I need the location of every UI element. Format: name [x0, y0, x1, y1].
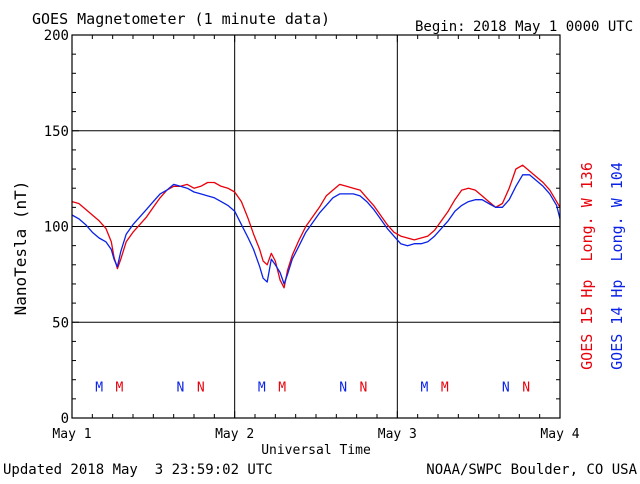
x-tick-label: May 3 [378, 427, 417, 442]
noon-marker: N [502, 380, 510, 395]
noon-marker: N [177, 380, 185, 395]
updated-timestamp: Updated 2018 May 3 23:59:02 UTC [3, 462, 273, 478]
begin-value: 2018 May 1 0000 UTC [473, 19, 633, 35]
midnight-marker: M [116, 380, 124, 395]
midnight-marker: M [95, 380, 103, 395]
y-tick-label: 100 [44, 220, 69, 236]
midnight-marker: M [421, 380, 429, 395]
midnight-marker: M [278, 380, 286, 395]
noon-marker: N [197, 380, 205, 395]
noon-marker: N [339, 380, 347, 395]
x-tick-label: May 1 [52, 427, 91, 442]
midnight-marker: M [441, 380, 449, 395]
x-tick-label: May 2 [215, 427, 254, 442]
x-tick-label: May 4 [540, 427, 579, 442]
series-line-goes15 [71, 164, 561, 289]
noon-marker: N [522, 380, 530, 395]
credit-text: NOAA/SWPC Boulder, CO USA [426, 462, 637, 478]
y-axis-label: NanoTesla (nT) [11, 181, 30, 316]
y-tick-label: 200 [44, 28, 69, 44]
legend-goes14: GOES 14 Hp Long. W 104 [608, 162, 626, 370]
y-tick-label: 50 [52, 315, 69, 331]
y-tick-label: 0 [61, 411, 69, 427]
plot-frame [71, 34, 561, 419]
x-axis-label: Universal Time [261, 443, 371, 458]
begin-label: Begin: [415, 19, 466, 35]
midnight-marker: M [258, 380, 266, 395]
legend-goes15: GOES 15 Hp Long. W 136 [578, 162, 596, 370]
y-tick-label: 150 [44, 124, 69, 140]
noon-marker: N [360, 380, 368, 395]
chart-title: GOES Magnetometer (1 minute data) [32, 10, 330, 28]
series-line-goes14 [71, 174, 561, 285]
